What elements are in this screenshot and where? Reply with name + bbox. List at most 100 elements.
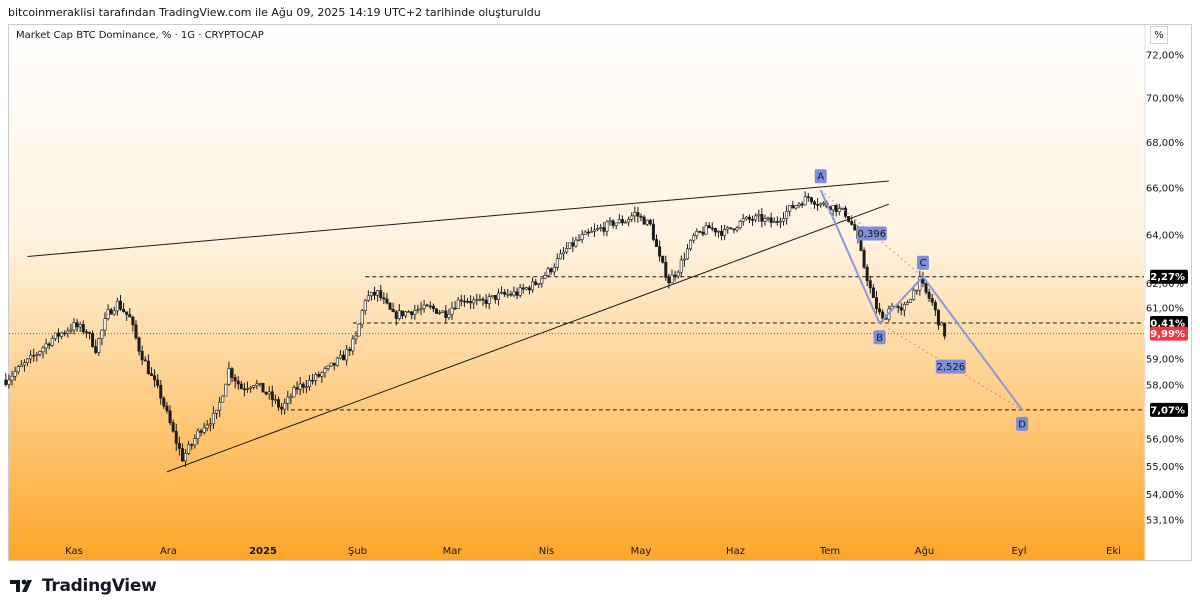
unit-toggle-button[interactable]: % (1150, 26, 1168, 44)
candle-body (905, 302, 909, 305)
candle-body (87, 332, 91, 334)
candle-body (391, 308, 395, 313)
candle-body (261, 382, 265, 393)
candle-body (165, 405, 169, 412)
candle-body (475, 299, 479, 301)
candle-body (94, 346, 98, 353)
candle-body (255, 383, 259, 386)
x-tick-label: Mar (443, 546, 463, 557)
candle-body (599, 227, 603, 229)
trend-line (27, 180, 889, 257)
candle-body (249, 387, 253, 389)
y-tick-label: 55,00% (1146, 462, 1184, 473)
candle-body (630, 215, 634, 220)
candle-body (865, 266, 869, 281)
candle-body (843, 207, 847, 217)
candle-body (735, 227, 739, 231)
candle-body (106, 309, 110, 319)
candle-body (685, 248, 689, 260)
candle-body (627, 219, 631, 223)
candle-body (503, 291, 507, 295)
candle-body (304, 386, 308, 389)
y-tick-label: 58,00% (1146, 381, 1184, 392)
candle-body (896, 305, 900, 308)
candle-body (323, 368, 327, 374)
candle-body (797, 203, 801, 206)
candle-body (766, 217, 770, 220)
candle-body (834, 204, 838, 212)
candle-body (605, 221, 609, 232)
candle-body (354, 335, 358, 340)
candle-body (431, 305, 435, 310)
y-tick-label: 66,00% (1146, 183, 1184, 194)
candle-body (295, 387, 299, 390)
candle-body (651, 223, 655, 240)
candle-body (246, 388, 250, 390)
candle-body (918, 276, 922, 291)
candle-body (472, 299, 476, 304)
candle-body (537, 283, 541, 285)
x-tick-label: Ağu (915, 545, 935, 557)
candle-body (459, 299, 463, 302)
candle-body (692, 235, 696, 241)
candle-body (10, 375, 14, 381)
candle-body (500, 291, 504, 294)
candle-body (524, 287, 528, 290)
y-tick-label: 72,00% (1146, 51, 1184, 62)
candle-body (425, 304, 429, 307)
chart-frame (8, 24, 1192, 561)
candle-body (174, 430, 178, 444)
candle-body (115, 300, 119, 312)
y-tick-label: 62,00% (1146, 279, 1184, 290)
candle-body (661, 255, 665, 263)
candle-body (187, 444, 191, 454)
abcd-leg-line (878, 276, 924, 324)
candle-body (465, 300, 469, 303)
candle-body (552, 267, 556, 273)
candle-body (345, 348, 349, 361)
plot-background (9, 25, 1145, 560)
candle-body (667, 277, 671, 284)
candle-body (747, 216, 751, 220)
x-tick-label: Nis (539, 546, 554, 557)
candle-body (713, 228, 717, 233)
symbol-title[interactable]: Market Cap BTC Dominance, % · 1G · CRYPT… (16, 30, 264, 41)
candle-body (26, 358, 30, 363)
snapshot-caption: bitcoinmeraklisi tarafından TradingView.… (8, 6, 541, 19)
candle-body (335, 357, 339, 366)
candle-body (741, 218, 745, 222)
candle-body (933, 302, 937, 311)
candle-body (205, 424, 209, 429)
candle-body (416, 309, 420, 312)
candle-body (29, 354, 33, 360)
candle-body (63, 332, 67, 335)
abcd-point-label-bg (814, 169, 827, 184)
candle-body (317, 374, 321, 377)
candle-body (738, 221, 742, 229)
candle-body (410, 311, 414, 315)
candle-body (60, 332, 64, 337)
candle-body (38, 351, 42, 355)
candle-body (620, 219, 624, 224)
level-price-tag-bg (1150, 316, 1188, 331)
candle-body (778, 220, 782, 223)
candle-body (78, 324, 82, 328)
candle-body (754, 215, 758, 221)
candle-body (496, 292, 500, 300)
candle-body (608, 220, 612, 223)
candle-body (614, 222, 618, 226)
y-tick-label: 64,00% (1146, 230, 1184, 241)
candle-body (813, 201, 817, 205)
candle-body (751, 218, 755, 221)
candle-body (695, 231, 699, 236)
candle-body (676, 271, 680, 277)
candle-body (806, 196, 810, 198)
candle-body (388, 302, 392, 310)
candle-body (131, 316, 135, 326)
candle-body (726, 227, 730, 230)
candle-body (831, 204, 835, 211)
candle-body (707, 225, 711, 229)
level-price-tag: 57,07% (1143, 405, 1185, 416)
